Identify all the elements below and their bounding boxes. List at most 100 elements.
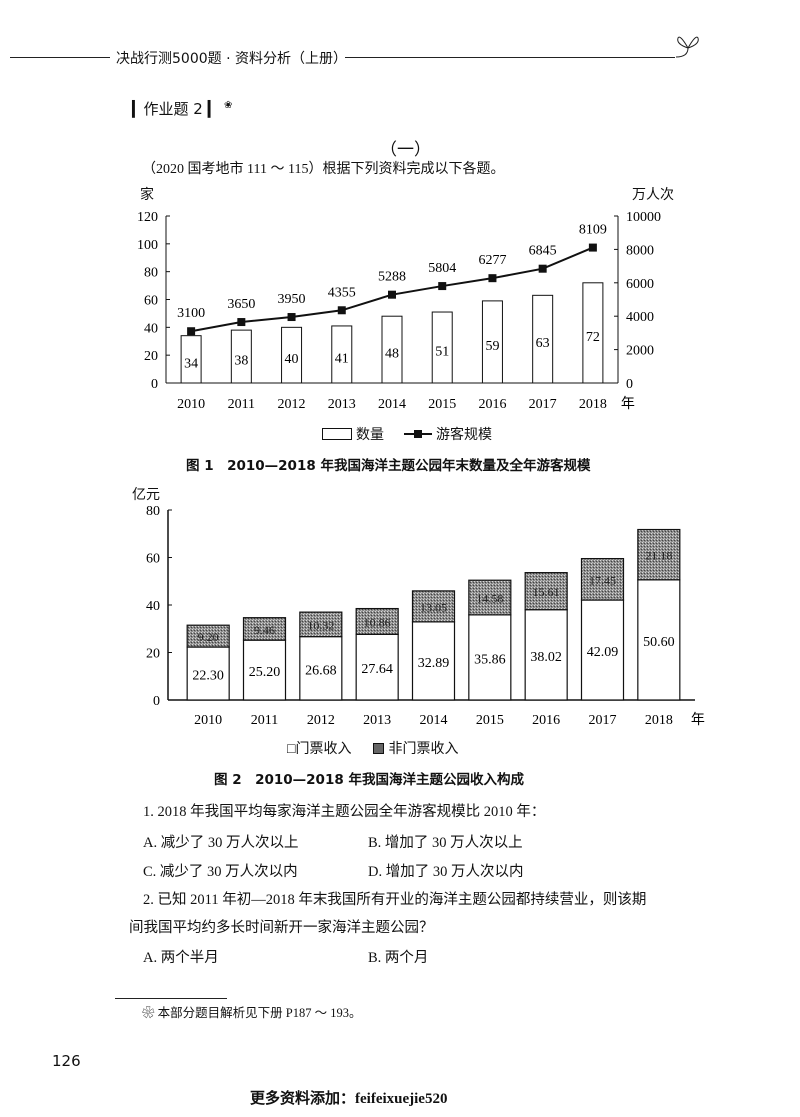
svg-text:2010: 2010 (194, 713, 222, 728)
question-1-option-c[interactable]: C. 减少了 30 万人次以内 (143, 864, 298, 880)
svg-text:120: 120 (137, 210, 158, 225)
svg-text:2016: 2016 (478, 397, 506, 412)
svg-text:48: 48 (385, 347, 399, 362)
question-1-option-d[interactable]: D. 增加了 30 万人次以内 (368, 864, 524, 880)
svg-text:21.18: 21.18 (645, 549, 672, 563)
svg-text:0: 0 (153, 694, 160, 709)
assignment-title: ▎作业题 2 ▎ ❀ (132, 98, 232, 119)
svg-text:2012: 2012 (278, 397, 306, 412)
svg-text:2014: 2014 (378, 397, 406, 412)
watermark: 更多资料添加：feifeixuejie520 (250, 1091, 448, 1107)
book-header-title: 决战行测5000题 · 资料分析（上册） (116, 51, 347, 67)
legend-bar-swatch (322, 428, 352, 440)
svg-text:2013: 2013 (363, 713, 391, 728)
fig1-right-axis-label: 万人次 (632, 188, 674, 203)
svg-text:72: 72 (586, 330, 600, 345)
svg-text:4000: 4000 (626, 310, 654, 325)
svg-text:6845: 6845 (529, 244, 557, 259)
svg-text:6277: 6277 (478, 253, 506, 268)
svg-text:6000: 6000 (626, 277, 654, 292)
svg-text:38: 38 (234, 354, 248, 369)
svg-text:2013: 2013 (328, 397, 356, 412)
svg-text:42.09: 42.09 (587, 645, 619, 660)
svg-text:22.30: 22.30 (192, 669, 224, 684)
svg-text:14.58: 14.58 (476, 592, 503, 606)
svg-text:2015: 2015 (476, 713, 504, 728)
svg-text:63: 63 (536, 336, 550, 351)
svg-text:5288: 5288 (378, 270, 406, 285)
note-mark-icon: ❀ (223, 100, 233, 111)
svg-text:40: 40 (146, 599, 160, 614)
svg-text:80: 80 (146, 504, 160, 519)
fig2-legend: □门票收入 非门票收入 (287, 738, 458, 758)
legend-nonticket-label: 非门票收入 (388, 742, 459, 757)
legend-ticket-label: □门票收入 (287, 742, 352, 757)
figure-2-chart: 0 20 40 60 80 22.30 9.20 2010 25.20 9.46 2011 26.68… (146, 504, 705, 728)
svg-text:2017: 2017 (589, 713, 617, 728)
svg-text:10.32: 10.32 (307, 618, 334, 632)
question-2-stem-line1: 2. 已知 2011 年初—2018 年末我国所有开业的海洋主题公园都持续营业，… (143, 892, 647, 908)
svg-text:100: 100 (137, 238, 158, 253)
question-1-stem: 1. 2018 年我国平均每家海洋主题公园全年游客规模比 2010 年： (143, 804, 546, 820)
svg-text:20: 20 (144, 349, 158, 364)
svg-text:41: 41 (335, 351, 349, 366)
svg-text:40: 40 (285, 352, 299, 367)
svg-text:80: 80 (144, 266, 158, 281)
svg-text:10.86: 10.86 (364, 615, 391, 629)
footnote: ❀ 本部分题目解析见下册 P187 ～ 193。 (142, 1006, 362, 1020)
svg-text:3950: 3950 (278, 292, 306, 307)
svg-text:0: 0 (626, 377, 633, 392)
svg-text:32.89: 32.89 (418, 656, 450, 671)
svg-text:2014: 2014 (420, 713, 448, 728)
svg-text:2010: 2010 (177, 397, 205, 412)
svg-text:2012: 2012 (307, 713, 335, 728)
svg-text:15.61: 15.61 (533, 585, 560, 599)
question-1-option-b[interactable]: B. 增加了 30 万人次以上 (368, 835, 523, 851)
legend-line-swatch (404, 430, 432, 438)
svg-text:年: 年 (621, 396, 635, 412)
figure-1-caption: 图 1 2010—2018 年我国海洋主题公园年末数量及全年游客规模 (186, 458, 591, 474)
svg-text:17.45: 17.45 (589, 573, 616, 587)
svg-text:2018: 2018 (579, 397, 607, 412)
svg-text:2000: 2000 (626, 344, 654, 359)
assignment-title-text: ▎作业题 2 ▎ (132, 100, 220, 118)
fig1-legend: 数量 游客规模 (322, 424, 492, 444)
section-label: （一） (380, 140, 431, 159)
svg-text:59: 59 (485, 339, 499, 354)
question-1-option-a[interactable]: A. 减少了 30 万人次以上 (143, 835, 299, 851)
svg-text:5804: 5804 (428, 261, 456, 276)
sprout-icon (675, 36, 699, 58)
svg-text:2016: 2016 (532, 713, 560, 728)
figure-2-caption: 图 2 2010—2018 年我国海洋主题公园收入构成 (214, 772, 524, 788)
footnote-rule (115, 998, 227, 999)
svg-text:51: 51 (435, 345, 449, 360)
question-2-option-a[interactable]: A. 两个半月 (143, 950, 219, 966)
header-rule-right (345, 57, 675, 58)
svg-text:26.68: 26.68 (305, 663, 337, 678)
svg-text:3650: 3650 (227, 297, 255, 312)
legend-nonticket-swatch (373, 742, 385, 754)
intro-text: （2020 国考地市 111 ～ 115）根据下列资料完成以下各题。 (142, 162, 505, 177)
svg-text:2018: 2018 (645, 713, 673, 728)
svg-text:8109: 8109 (579, 223, 607, 238)
svg-text:9.46: 9.46 (254, 623, 275, 637)
svg-text:2015: 2015 (428, 397, 456, 412)
svg-text:2011: 2011 (228, 397, 255, 412)
svg-text:13.05: 13.05 (420, 600, 447, 614)
svg-text:4355: 4355 (328, 285, 356, 300)
fig2-axis-label: 亿元 (132, 488, 160, 503)
svg-text:27.64: 27.64 (361, 662, 393, 677)
svg-text:10000: 10000 (626, 210, 661, 225)
svg-text:34: 34 (184, 356, 198, 371)
svg-text:2017: 2017 (529, 397, 557, 412)
svg-text:3100: 3100 (177, 306, 205, 321)
svg-text:35.86: 35.86 (474, 652, 506, 667)
question-2-option-b[interactable]: B. 两个月 (368, 950, 429, 966)
svg-text:60: 60 (144, 294, 158, 309)
question-2-stem-line2: 间我国平均约多长时间新开一家海洋主题公园？ (129, 920, 434, 936)
svg-text:年: 年 (691, 712, 705, 728)
legend-line-label: 游客规模 (436, 428, 492, 443)
legend-bar-label: 数量 (356, 428, 384, 443)
figure-1-chart: 0 20 40 60 80 100 120 0 2000 4000 6000 8000 10000 34 2… (137, 210, 661, 412)
svg-text:8000: 8000 (626, 243, 654, 258)
